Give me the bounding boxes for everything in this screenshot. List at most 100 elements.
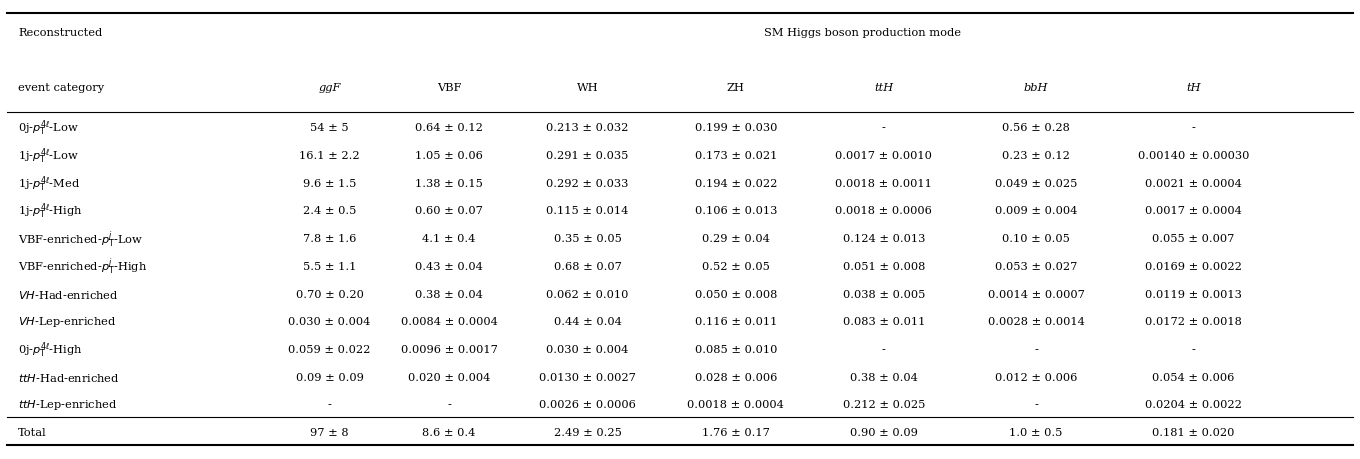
Text: 0.181 ± 0.020: 0.181 ± 0.020 [1152,427,1235,437]
Text: 0.0014 ± 0.0007: 0.0014 ± 0.0007 [987,289,1084,299]
Text: 0.0017 ± 0.0010: 0.0017 ± 0.0010 [835,151,932,161]
Text: 0.35 ± 0.05: 0.35 ± 0.05 [554,234,622,244]
Text: 0.085 ± 0.010: 0.085 ± 0.010 [695,344,777,354]
Text: 0.038 ± 0.005: 0.038 ± 0.005 [843,289,925,299]
Text: 0.124 ± 0.013: 0.124 ± 0.013 [843,234,925,244]
Text: $ttH$-Had-enriched: $ttH$-Had-enriched [18,371,120,383]
Text: 0.23 ± 0.12: 0.23 ± 0.12 [1002,151,1070,161]
Text: -: - [881,123,885,133]
Text: -: - [447,399,452,409]
Text: -: - [1034,399,1038,409]
Text: 97 ± 8: 97 ± 8 [310,427,348,437]
Text: 0.028 ± 0.006: 0.028 ± 0.006 [695,372,777,382]
Text: 0.083 ± 0.011: 0.083 ± 0.011 [843,317,925,326]
Text: -: - [1191,123,1195,133]
Text: 16.1 ± 2.2: 16.1 ± 2.2 [299,151,360,161]
Text: 0.0026 ± 0.0006: 0.0026 ± 0.0006 [539,399,636,409]
Text: 0.0018 ± 0.0006: 0.0018 ± 0.0006 [835,206,932,216]
Text: 0.0130 ± 0.0027: 0.0130 ± 0.0027 [539,372,636,382]
Text: 0.106 ± 0.013: 0.106 ± 0.013 [695,206,777,216]
Text: 0.062 ± 0.010: 0.062 ± 0.010 [547,289,628,299]
Text: 0j-$p_\mathrm{T}^{4\ell}$-Low: 0j-$p_\mathrm{T}^{4\ell}$-Low [18,118,79,138]
Text: 0.0119 ± 0.0013: 0.0119 ± 0.0013 [1145,289,1242,299]
Text: ZH: ZH [726,83,745,93]
Text: 0.52 ± 0.05: 0.52 ± 0.05 [702,261,770,271]
Text: 0.0028 ± 0.0014: 0.0028 ± 0.0014 [987,317,1084,326]
Text: 0.0204 ± 0.0022: 0.0204 ± 0.0022 [1145,399,1242,409]
Text: 54 ± 5: 54 ± 5 [310,123,348,133]
Text: 0.053 ± 0.027: 0.053 ± 0.027 [994,261,1077,271]
Text: 0.60 ± 0.07: 0.60 ± 0.07 [415,206,483,216]
Text: 5.5 ± 1.1: 5.5 ± 1.1 [303,261,356,271]
Text: 0.0169 ± 0.0022: 0.0169 ± 0.0022 [1145,261,1242,271]
Text: -: - [881,344,885,354]
Text: bbH: bbH [1024,83,1049,93]
Text: 9.6 ± 1.5: 9.6 ± 1.5 [303,178,356,188]
Text: 0.012 ± 0.006: 0.012 ± 0.006 [994,372,1077,382]
Text: 0.055 ± 0.007: 0.055 ± 0.007 [1152,234,1235,244]
Text: 0.173 ± 0.021: 0.173 ± 0.021 [695,151,777,161]
Text: 0.054 ± 0.006: 0.054 ± 0.006 [1152,372,1235,382]
Text: 0.0096 ± 0.0017: 0.0096 ± 0.0017 [401,344,498,354]
Text: 0.0172 ± 0.0018: 0.0172 ± 0.0018 [1145,317,1242,326]
Text: 0.030 ± 0.004: 0.030 ± 0.004 [547,344,628,354]
Text: -: - [1034,344,1038,354]
Text: 0.050 ± 0.008: 0.050 ± 0.008 [695,289,777,299]
Text: 1j-$p_\mathrm{T}^{4\ell}$-Low: 1j-$p_\mathrm{T}^{4\ell}$-Low [18,146,79,165]
Text: 0.0021 ± 0.0004: 0.0021 ± 0.0004 [1145,178,1242,188]
Text: 0.116 ± 0.011: 0.116 ± 0.011 [695,317,777,326]
Text: 0.199 ± 0.030: 0.199 ± 0.030 [695,123,777,133]
Text: 1.76 ± 0.17: 1.76 ± 0.17 [702,427,770,437]
Text: 0.009 ± 0.004: 0.009 ± 0.004 [994,206,1077,216]
Text: 0.0018 ± 0.0011: 0.0018 ± 0.0011 [835,178,932,188]
Text: 0.212 ± 0.025: 0.212 ± 0.025 [843,399,925,409]
Text: tH: tH [1186,83,1201,93]
Text: $VH$-Had-enriched: $VH$-Had-enriched [18,288,118,300]
Text: 0.43 ± 0.04: 0.43 ± 0.04 [415,261,483,271]
Text: 2.49 ± 0.25: 2.49 ± 0.25 [554,427,622,437]
Text: 0.291 ± 0.035: 0.291 ± 0.035 [547,151,628,161]
Text: 0.09 ± 0.09: 0.09 ± 0.09 [295,372,363,382]
Text: VBF: VBF [437,83,461,93]
Text: ttH: ttH [874,83,894,93]
Text: 0.059 ± 0.022: 0.059 ± 0.022 [288,344,371,354]
Text: 0.10 ± 0.05: 0.10 ± 0.05 [1002,234,1070,244]
Text: 1.05 ± 0.06: 1.05 ± 0.06 [415,151,483,161]
Text: 2.4 ± 0.5: 2.4 ± 0.5 [303,206,356,216]
Text: 0.38 ± 0.04: 0.38 ± 0.04 [415,289,483,299]
Text: 0.70 ± 0.20: 0.70 ± 0.20 [295,289,363,299]
Text: 0.115 ± 0.014: 0.115 ± 0.014 [547,206,628,216]
Text: 0.051 ± 0.008: 0.051 ± 0.008 [843,261,925,271]
Text: 1.0 ± 0.5: 1.0 ± 0.5 [1009,427,1062,437]
Text: event category: event category [18,83,105,93]
Text: 7.8 ± 1.6: 7.8 ± 1.6 [303,234,356,244]
Text: $ttH$-Lep-enriched: $ttH$-Lep-enriched [18,397,117,411]
Text: 0.00140 ± 0.00030: 0.00140 ± 0.00030 [1138,151,1250,161]
Text: 0.38 ± 0.04: 0.38 ± 0.04 [850,372,918,382]
Text: VBF-enriched-$p_\mathrm{T}^{j}$-Low: VBF-enriched-$p_\mathrm{T}^{j}$-Low [18,228,144,249]
Text: 0.194 ± 0.022: 0.194 ± 0.022 [695,178,777,188]
Text: ggF: ggF [318,83,340,93]
Text: 0.44 ± 0.04: 0.44 ± 0.04 [554,317,622,326]
Text: SM Higgs boson production mode: SM Higgs boson production mode [763,28,960,38]
Text: 0.213 ± 0.032: 0.213 ± 0.032 [547,123,628,133]
Text: 0.0017 ± 0.0004: 0.0017 ± 0.0004 [1145,206,1242,216]
Text: WH: WH [577,83,598,93]
Text: 1j-$p_\mathrm{T}^{4\ell}$-High: 1j-$p_\mathrm{T}^{4\ell}$-High [18,201,83,221]
Text: 0.049 ± 0.025: 0.049 ± 0.025 [994,178,1077,188]
Text: 0.29 ± 0.04: 0.29 ± 0.04 [702,234,770,244]
Text: 0.0018 ± 0.0004: 0.0018 ± 0.0004 [687,399,785,409]
Text: $VH$-Lep-enriched: $VH$-Lep-enriched [18,314,117,329]
Text: Total: Total [18,427,48,437]
Text: 1j-$p_\mathrm{T}^{4\ell}$-Med: 1j-$p_\mathrm{T}^{4\ell}$-Med [18,174,80,193]
Text: 0.020 ± 0.004: 0.020 ± 0.004 [408,372,490,382]
Text: 0.68 ± 0.07: 0.68 ± 0.07 [554,261,622,271]
Text: 1.38 ± 0.15: 1.38 ± 0.15 [415,178,483,188]
Text: -: - [328,399,332,409]
Text: Reconstructed: Reconstructed [18,28,102,38]
Text: 8.6 ± 0.4: 8.6 ± 0.4 [423,427,476,437]
Text: 0.030 ± 0.004: 0.030 ± 0.004 [288,317,371,326]
Text: VBF-enriched-$p_\mathrm{T}^{j}$-High: VBF-enriched-$p_\mathrm{T}^{j}$-High [18,256,148,277]
Text: 4.1 ± 0.4: 4.1 ± 0.4 [423,234,476,244]
Text: 0j-$p_\mathrm{T}^{4\ell}$-High: 0j-$p_\mathrm{T}^{4\ell}$-High [18,339,83,359]
